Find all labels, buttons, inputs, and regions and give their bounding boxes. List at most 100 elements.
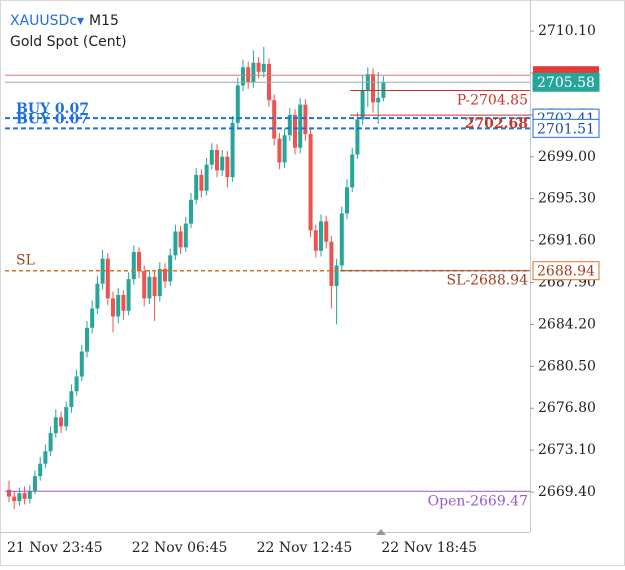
y-tick-label: 2684.20 bbox=[538, 316, 596, 332]
candle-body bbox=[12, 496, 17, 502]
candle-body bbox=[339, 213, 344, 266]
order-price: 2701.51 bbox=[537, 121, 595, 137]
y-tick-label: 2673.10 bbox=[538, 442, 596, 458]
candle-body bbox=[53, 417, 58, 434]
candle-body bbox=[350, 154, 355, 188]
candle-body bbox=[64, 407, 69, 427]
timeframe: M15 bbox=[89, 13, 119, 29]
candle-body bbox=[163, 268, 167, 282]
candle-body bbox=[199, 174, 204, 191]
candle-body bbox=[215, 149, 219, 171]
candle-body bbox=[303, 104, 308, 135]
candle-body bbox=[371, 74, 375, 103]
open-label: Open-2669.47 bbox=[428, 493, 528, 509]
candle-body bbox=[324, 221, 329, 242]
order-label: BUY 0.07 bbox=[16, 111, 89, 127]
candle-body bbox=[287, 114, 292, 136]
bid-price-box bbox=[532, 72, 600, 92]
candle-body bbox=[95, 283, 100, 309]
subtitle: Gold Spot (Cent) bbox=[10, 34, 127, 50]
candle-body bbox=[183, 223, 188, 248]
stop-loss-name: SL bbox=[16, 253, 35, 269]
candle-body bbox=[142, 271, 147, 299]
candle-body bbox=[329, 241, 334, 286]
candle-body bbox=[282, 135, 287, 163]
candle-body bbox=[313, 230, 318, 251]
candle-body bbox=[225, 156, 230, 178]
candle-body bbox=[27, 490, 32, 499]
candle-body bbox=[230, 122, 235, 178]
candle-body bbox=[69, 391, 74, 408]
stop-loss-price: 2688.94 bbox=[537, 264, 595, 280]
candle-body bbox=[7, 489, 11, 497]
x-tick-label: 22 Nov 18:45 bbox=[381, 540, 477, 556]
candle-body bbox=[246, 67, 251, 83]
candle-body bbox=[111, 298, 115, 317]
candle-body bbox=[152, 276, 157, 297]
candle-body bbox=[157, 268, 162, 297]
y-tick-label: 2691.60 bbox=[538, 233, 596, 249]
candle-body bbox=[121, 294, 126, 311]
candle-body bbox=[33, 476, 37, 491]
candle-body bbox=[241, 67, 245, 86]
candle-body bbox=[194, 174, 199, 200]
y-tick-label: 2669.40 bbox=[538, 484, 596, 500]
profit-label: 2702.68 bbox=[465, 116, 528, 132]
candle-body bbox=[17, 493, 22, 502]
take-profit-label: P-2704.85 bbox=[457, 93, 528, 109]
candle-body bbox=[251, 62, 256, 83]
candle-body bbox=[173, 231, 178, 256]
candle-body bbox=[319, 221, 323, 251]
candle-body bbox=[209, 149, 214, 165]
candle-body bbox=[100, 258, 105, 284]
candle-body bbox=[308, 134, 313, 231]
candle-body bbox=[178, 231, 183, 248]
candle-body bbox=[189, 199, 193, 224]
candle-body bbox=[90, 308, 95, 328]
symbol-dropdown-icon[interactable]: ▾ bbox=[77, 13, 84, 29]
candle-body bbox=[48, 433, 53, 452]
y-tick-label: 2676.80 bbox=[538, 400, 596, 416]
candle-body bbox=[116, 294, 121, 317]
x-tick-label: 22 Nov 06:45 bbox=[132, 540, 228, 556]
y-tick-label: 2699.00 bbox=[538, 149, 596, 165]
candle-body bbox=[168, 255, 173, 282]
candle-body bbox=[277, 138, 282, 163]
bid-price: 2705.58 bbox=[537, 75, 595, 91]
time-marker bbox=[376, 529, 386, 535]
stop-loss-price-box bbox=[532, 261, 600, 281]
candle-body bbox=[79, 351, 84, 377]
candle-body bbox=[59, 417, 63, 427]
candle-body bbox=[22, 493, 27, 499]
candle-body bbox=[74, 376, 79, 392]
candle-body bbox=[334, 265, 339, 286]
symbol: XAUUSDc bbox=[10, 13, 77, 29]
candle-body bbox=[43, 451, 48, 464]
candle-body bbox=[85, 327, 89, 352]
candle-body bbox=[376, 97, 381, 103]
candle-body bbox=[355, 119, 360, 155]
candle-body bbox=[105, 258, 110, 299]
candle-body bbox=[293, 114, 297, 148]
ask-box bbox=[533, 66, 599, 76]
candle-body bbox=[147, 276, 152, 299]
candle-body bbox=[345, 187, 349, 214]
candle-body bbox=[272, 100, 277, 139]
candle-body bbox=[126, 279, 131, 311]
candle-body bbox=[131, 251, 136, 280]
x-tick-label: 22 Nov 12:45 bbox=[257, 540, 353, 556]
x-tick-label: 21 Nov 23:45 bbox=[7, 540, 103, 556]
candle-body bbox=[256, 62, 261, 72]
order-price-box bbox=[532, 118, 600, 138]
y-tick-label: 2680.50 bbox=[538, 358, 596, 374]
candle-body bbox=[298, 104, 303, 148]
candle-body bbox=[235, 85, 240, 123]
order-label: BUY 0.07 bbox=[16, 101, 89, 117]
candle-body bbox=[360, 89, 365, 120]
stop-loss-label: SL-2688.94 bbox=[446, 273, 528, 289]
y-tick-label: 2710.10 bbox=[538, 23, 596, 39]
candle-body bbox=[204, 164, 209, 191]
candle-body bbox=[261, 63, 266, 72]
